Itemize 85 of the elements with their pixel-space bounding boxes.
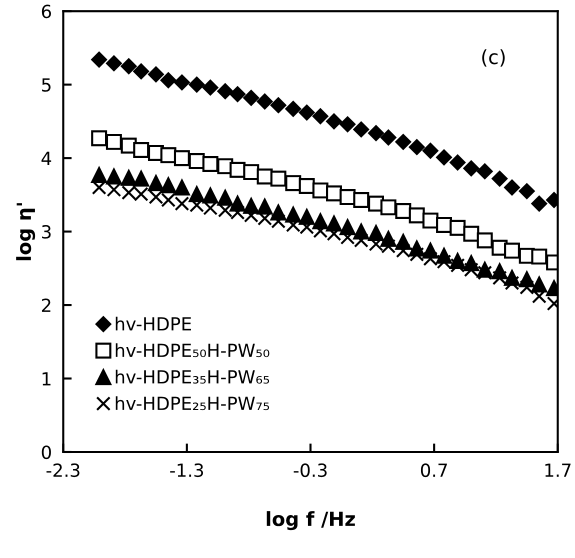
point [531, 276, 548, 292]
point [91, 130, 108, 146]
point [476, 232, 493, 248]
point [450, 154, 466, 170]
point [531, 248, 548, 265]
y-tick-label: 0 [42, 445, 51, 460]
y-tick-label: 5 [42, 78, 51, 92]
y-tick-label: 2 [42, 298, 50, 312]
point [230, 86, 246, 102]
point [298, 178, 315, 194]
point [160, 177, 176, 194]
point [436, 149, 452, 166]
point [298, 104, 315, 120]
point [243, 164, 260, 180]
legend-label: hv-HDPE₂₅H-PW₇₅ [116, 396, 270, 410]
point [504, 180, 520, 196]
point [106, 55, 122, 72]
point [340, 116, 356, 132]
point [174, 180, 190, 196]
point [422, 142, 438, 159]
point [353, 192, 370, 208]
x-tick-label: -0.3 [294, 463, 327, 478]
point [312, 108, 328, 124]
annotation: (c) [482, 49, 505, 67]
legend-label: hv-HDPE₃₅H-PW₆₅ [116, 370, 270, 384]
x-tick-label: -1.3 [170, 463, 204, 478]
point [326, 113, 342, 130]
point [450, 220, 466, 236]
point [133, 170, 150, 187]
point [463, 226, 480, 242]
point [202, 80, 218, 96]
legend-label: hv-HDPE [116, 316, 191, 330]
point [202, 156, 218, 172]
y-tick-label: 1 [42, 372, 50, 386]
point [504, 276, 520, 290]
point [160, 72, 176, 88]
point [492, 270, 507, 286]
point [91, 52, 108, 68]
point [106, 134, 122, 150]
point [380, 199, 396, 216]
point [476, 163, 493, 180]
y-axis-title: log η' [16, 203, 36, 260]
point [368, 125, 384, 142]
point [422, 212, 438, 229]
point [174, 74, 190, 90]
x-tick-label: 1.7 [545, 464, 571, 477]
point [217, 83, 234, 100]
y-tick-label: 3 [42, 225, 51, 239]
point [395, 134, 412, 150]
y-tick-label: 6 [42, 4, 51, 18]
point [463, 160, 480, 176]
point [518, 183, 535, 200]
point [380, 130, 396, 146]
point [217, 190, 234, 206]
y-tick-label: 4 [42, 152, 52, 165]
point [395, 203, 412, 219]
point [202, 188, 218, 204]
point [256, 94, 273, 110]
point [504, 242, 520, 259]
x-tick-label: -2.3 [46, 463, 80, 478]
point [148, 175, 164, 192]
point [133, 142, 150, 158]
point [270, 97, 286, 114]
point [492, 170, 508, 187]
point [408, 139, 425, 155]
point [270, 170, 286, 187]
point [188, 76, 205, 93]
point [120, 58, 137, 74]
point [106, 168, 122, 184]
point [326, 185, 342, 202]
x-axis-title: log f /Hz [266, 511, 355, 530]
point [133, 63, 150, 80]
point [531, 196, 548, 212]
point [256, 198, 273, 215]
legend-label: hv-HDPE₅₀H-PW₅₀ [116, 343, 270, 358]
point [120, 170, 137, 186]
x-tick-label: 0.7 [420, 463, 447, 478]
point [285, 175, 302, 192]
point [285, 100, 302, 117]
point [408, 207, 425, 224]
point [148, 66, 164, 82]
point [353, 122, 370, 138]
point [174, 150, 190, 166]
point [243, 90, 260, 106]
point [91, 167, 108, 183]
